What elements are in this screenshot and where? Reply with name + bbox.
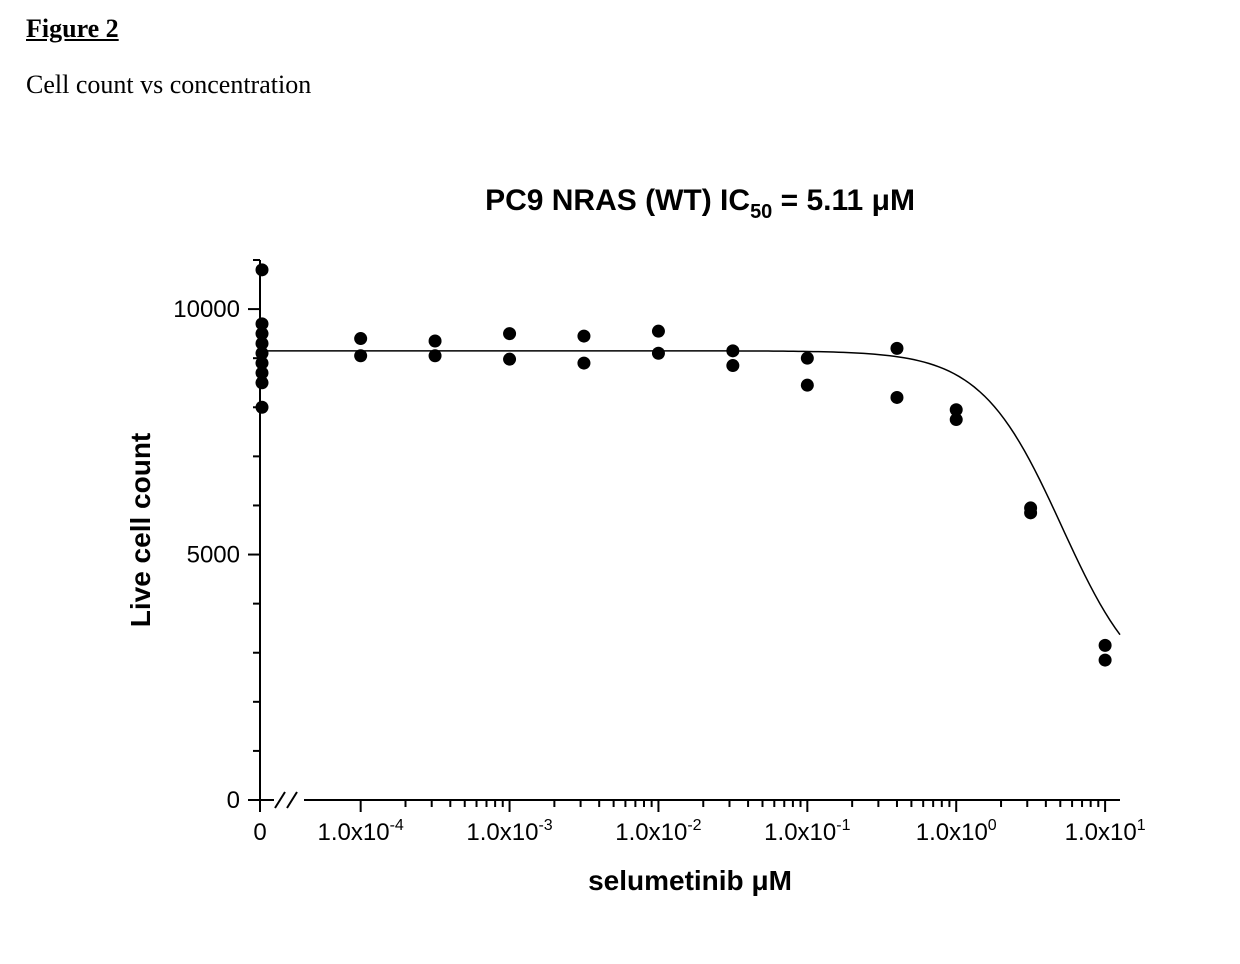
page: Figure 2 Cell count vs concentration PC9… — [0, 0, 1240, 964]
figure-label: Figure 2 — [26, 14, 119, 44]
x-axis-label: selumetinib μM — [588, 865, 792, 896]
data-point — [652, 325, 665, 338]
x-tick-label: 1.0x10-3 — [466, 817, 552, 846]
dose-response-chart: PC9 NRAS (WT) IC50 = 5.11 μM 0 5000 10000 Li… — [90, 170, 1160, 930]
data-point — [1099, 654, 1112, 667]
data-point — [726, 359, 739, 372]
fit-curve — [316, 351, 1120, 635]
x-tick-label: 1.0x101 — [1065, 817, 1146, 846]
y-tick-label: 10000 — [173, 296, 240, 323]
y-tick-label: 0 — [227, 787, 240, 814]
x-tick-label: 0 — [253, 819, 266, 846]
data-point — [354, 349, 367, 362]
data-point — [1099, 639, 1112, 652]
data-point — [503, 353, 516, 366]
figure-subtitle: Cell count vs concentration — [26, 70, 311, 100]
data-point — [503, 327, 516, 340]
data-point — [429, 335, 442, 348]
data-point — [256, 376, 269, 389]
data-point — [429, 349, 442, 362]
data-point — [652, 347, 665, 360]
data-point — [890, 391, 903, 404]
data-point — [801, 352, 814, 365]
x-tick-label: 1.0x10-1 — [764, 817, 850, 846]
y-axis-label: Live cell count — [125, 433, 156, 628]
data-point — [950, 413, 963, 426]
axis-break-mark — [287, 792, 297, 808]
data-point — [1024, 506, 1037, 519]
y-tick-label: 5000 — [187, 542, 240, 569]
x-tick-label: 1.0x10-4 — [318, 817, 404, 846]
axis-break-mark — [275, 792, 285, 808]
data-point — [577, 330, 590, 343]
x-tick-label: 1.0x10-2 — [615, 817, 701, 846]
data-point — [726, 344, 739, 357]
chart-title: PC9 NRAS (WT) IC50 = 5.11 μM — [485, 184, 915, 223]
data-point — [801, 379, 814, 392]
data-point — [890, 342, 903, 355]
x-tick-label: 1.0x100 — [916, 817, 997, 846]
data-point — [577, 357, 590, 370]
data-point — [354, 332, 367, 345]
chart-container: PC9 NRAS (WT) IC50 = 5.11 μM 0 5000 10000 Li… — [90, 170, 1160, 930]
data-point — [256, 401, 269, 414]
data-point — [256, 263, 269, 276]
